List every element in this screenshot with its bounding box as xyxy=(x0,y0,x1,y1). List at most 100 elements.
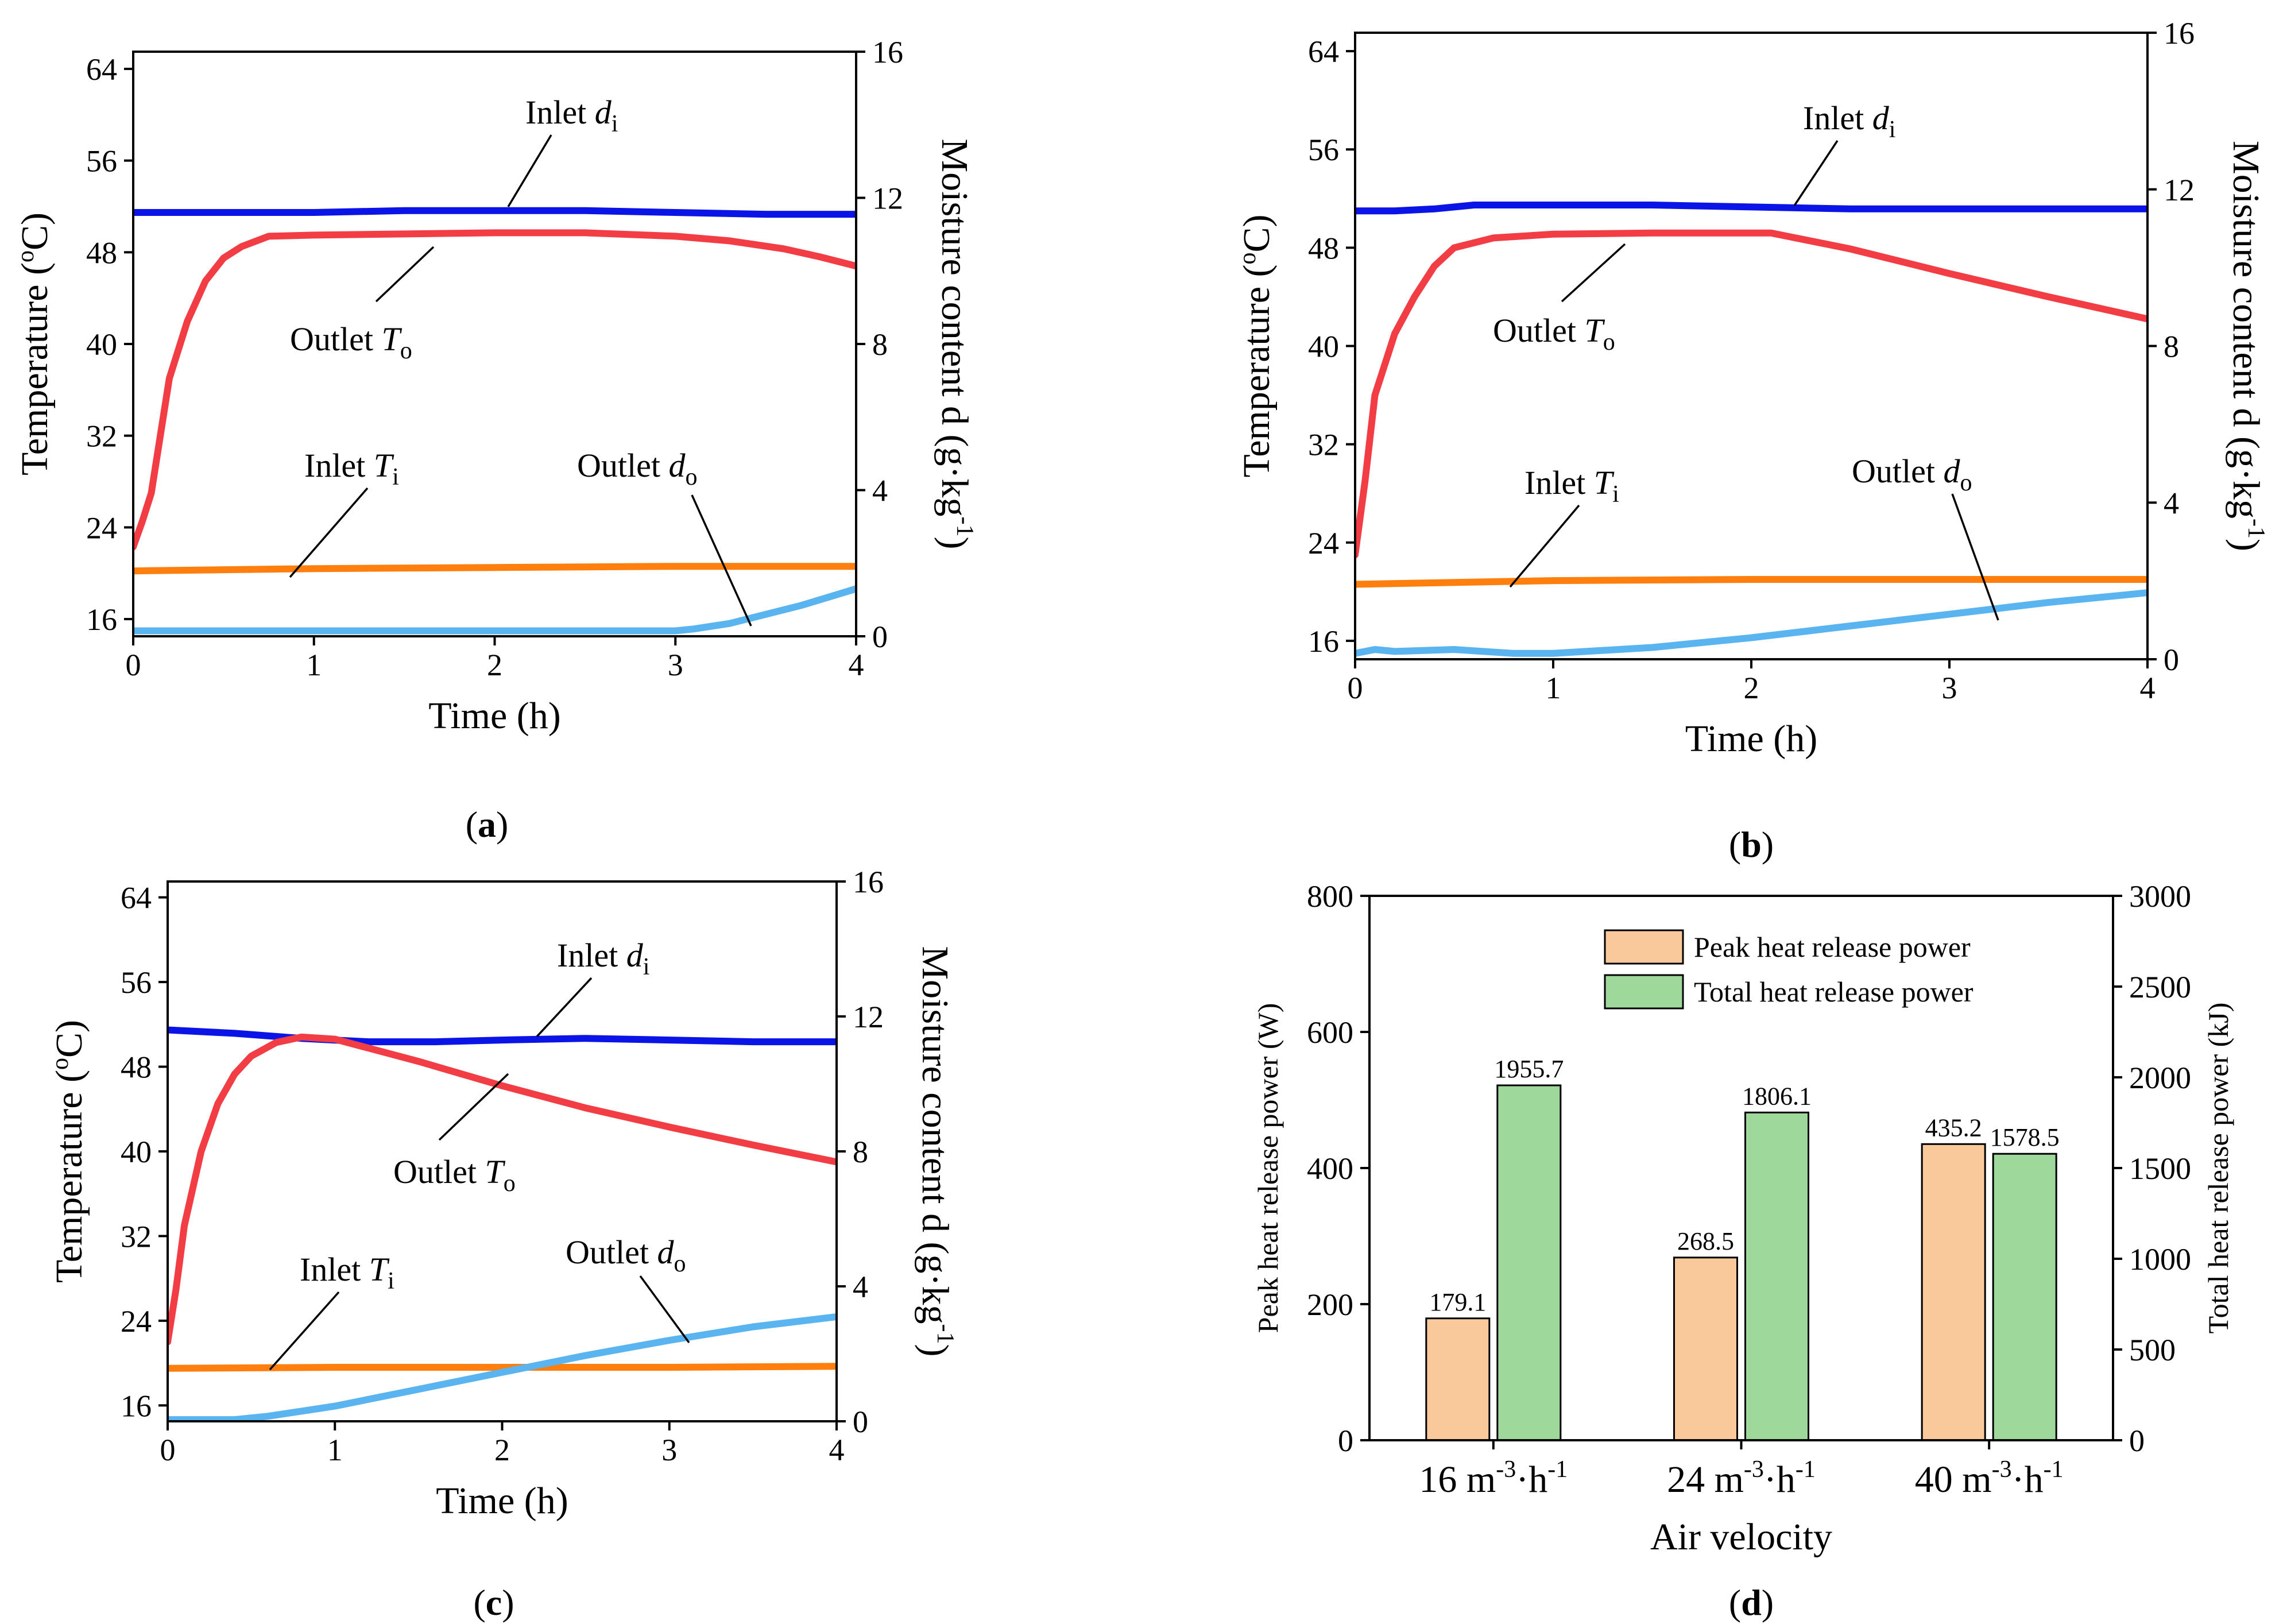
annotation-subscript: i xyxy=(1889,117,1896,143)
x-category-label: 40 m-3·h-1 xyxy=(1915,1456,2064,1501)
x-tick-label: 0 xyxy=(160,1433,176,1467)
x-axis-title: Air velocity xyxy=(1650,1516,1832,1558)
series-line-inlet-T xyxy=(168,1363,837,1372)
category-mid: ·h xyxy=(2012,1459,2044,1501)
y-left-tick-label: 48 xyxy=(1308,231,1339,265)
annotation-leader xyxy=(1509,504,1580,588)
y-right-tick-label: 4 xyxy=(853,1270,868,1304)
y-right-tick-label: 8 xyxy=(872,327,888,362)
annotation-name: Outlet xyxy=(577,447,668,484)
annotation-subscript: o xyxy=(504,1170,516,1197)
annotation-outlet-d: Outlet do xyxy=(1852,453,1972,496)
category-superscript: -1 xyxy=(1547,1456,1568,1483)
y-right-axis-title: Total heat release power (kJ) xyxy=(2202,1003,2234,1334)
panel-label-paren: ) xyxy=(1762,1582,1774,1623)
annotation-inlet-T: Inlet Ti xyxy=(1524,464,1619,508)
x-tick-label: 1 xyxy=(306,648,322,682)
y-right-tick-label: 0 xyxy=(2164,643,2179,677)
series-line-inlet-T xyxy=(133,563,856,575)
series-line-outlet-d xyxy=(1355,589,2147,657)
x-tick-label: 4 xyxy=(849,648,864,682)
y-right-tick-label: 12 xyxy=(872,181,903,216)
annotation-inlet-d: Inlet di xyxy=(525,94,618,137)
ylabel-part: C) xyxy=(14,212,56,250)
y-right-tick-label: 8 xyxy=(853,1135,868,1169)
y-right-tick-label: 8 xyxy=(2164,330,2179,364)
annotation-variable: T xyxy=(374,447,394,484)
x-tick-label: 3 xyxy=(1942,671,1957,705)
y-right-tick-label: 16 xyxy=(872,35,903,69)
bar-total xyxy=(1496,1084,1562,1441)
panel-label-paren: ) xyxy=(502,1582,514,1623)
y-left-tick-label: 40 xyxy=(121,1135,152,1169)
ylabel-part: Temperature ( xyxy=(1236,265,1278,478)
y-left-axis-title: Peak heat release power (W) xyxy=(1252,1003,1284,1333)
annotation-variable: T xyxy=(369,1251,390,1288)
y-left-tick-label: 16 xyxy=(1308,624,1339,659)
annotation-subscript: o xyxy=(1603,329,1615,355)
annotation-variable: T xyxy=(1584,312,1605,349)
annotation-inlet-d: Inlet di xyxy=(1803,99,1895,143)
legend-label: Peak heat release power xyxy=(1694,931,1971,963)
category-superscript: -3 xyxy=(1496,1456,1516,1483)
bar-peak xyxy=(1921,1143,1986,1441)
x-tick-label: 2 xyxy=(1744,671,1759,705)
annotation-outlet-d: Outlet do xyxy=(577,447,697,490)
panel-label-paren: ( xyxy=(466,804,478,845)
y-left-tick-label: 16 xyxy=(121,1389,152,1423)
ylabel-degree: o xyxy=(13,250,39,262)
annotation-leader xyxy=(269,1291,340,1371)
annotation-subscript: i xyxy=(392,464,399,490)
annotation-variable: d xyxy=(657,1234,674,1271)
y-left-tick-label: 32 xyxy=(121,1219,152,1254)
panel-label: (d) xyxy=(1729,1582,1774,1623)
panel-label-paren: ) xyxy=(496,804,508,845)
y-right-tick-label: 2000 xyxy=(2129,1061,2191,1095)
bar-value-label: 268.5 xyxy=(1677,1227,1734,1255)
y-left-tick-label: 32 xyxy=(1308,428,1339,462)
y-right-tick-label: 16 xyxy=(2164,16,2195,51)
y-left-tick-label: 64 xyxy=(1308,34,1339,69)
annotation-leader xyxy=(536,977,593,1038)
annotation-leader xyxy=(1951,493,1999,621)
y-right-tick-label: 12 xyxy=(853,1000,884,1034)
category-superscript: -3 xyxy=(1744,1456,1764,1483)
series-line-inlet-d xyxy=(133,207,856,218)
annotation-subscript: o xyxy=(674,1251,686,1277)
annotation-leader xyxy=(1793,140,1839,206)
y-left-tick-label: 24 xyxy=(1308,526,1339,560)
x-tick-label: 3 xyxy=(668,648,683,682)
category-base: 24 m xyxy=(1667,1459,1744,1501)
y-right-tick-label: 3000 xyxy=(2129,879,2191,914)
category-mid: ·h xyxy=(1516,1459,1547,1501)
annotation-leader xyxy=(375,246,435,303)
bar-total xyxy=(1744,1111,1809,1441)
annotation-outlet-T: Outlet To xyxy=(1493,312,1615,355)
annotation-name: Outlet xyxy=(566,1234,657,1271)
series-line-outlet-T xyxy=(168,1033,837,1345)
panel-label: (b) xyxy=(1729,824,1774,865)
y-left-tick-label: 16 xyxy=(86,602,117,637)
bar-peak xyxy=(1425,1317,1491,1441)
category-mid: ·h xyxy=(1764,1459,1796,1501)
y-left-tick-label: 56 xyxy=(121,965,152,1000)
ylabel-degree: o xyxy=(47,1058,73,1070)
annotation-name: Inlet xyxy=(300,1251,369,1288)
y-right-tick-label: 0 xyxy=(2129,1424,2145,1458)
y-left-tick-label: 48 xyxy=(86,235,117,270)
y-left-axis-title: Temperature (oC) xyxy=(47,1020,90,1283)
bar-value-label: 1806.1 xyxy=(1742,1082,1812,1110)
y-right-tick-label: 4 xyxy=(872,474,888,508)
x-tick-label: 1 xyxy=(1546,671,1561,705)
category-superscript: -1 xyxy=(1796,1456,1816,1483)
y-right-axis-title: Moisture content d (g·kg-1) xyxy=(2225,141,2269,551)
annotation-subscript: i xyxy=(643,954,650,980)
legend-swatch-total xyxy=(1604,974,1684,1010)
x-tick-label: 2 xyxy=(494,1433,510,1467)
annotation-leader xyxy=(289,487,369,578)
annotation-name: Inlet xyxy=(304,447,374,484)
panel-label-letter: d xyxy=(1741,1582,1762,1623)
series-line-outlet-d xyxy=(133,585,856,635)
